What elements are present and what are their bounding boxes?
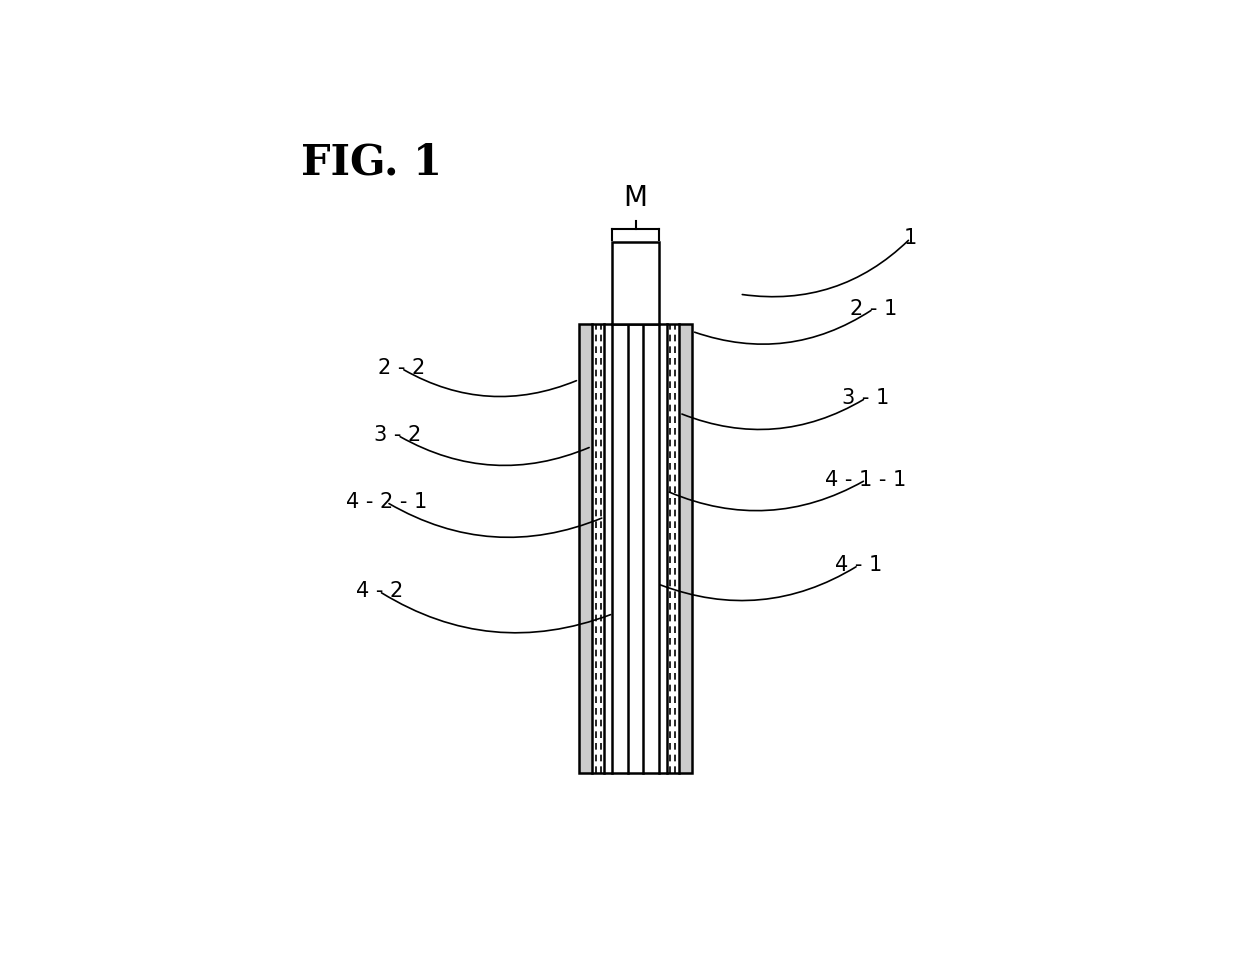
Text: 2 - 1: 2 - 1 — [849, 299, 897, 319]
Text: FIG. 1: FIG. 1 — [301, 142, 443, 183]
Text: 3 - 1: 3 - 1 — [842, 388, 889, 408]
Bar — [579, 324, 692, 773]
Text: 3 - 2: 3 - 2 — [374, 426, 422, 445]
Text: M: M — [624, 184, 647, 212]
Bar — [680, 324, 692, 773]
Text: 4 - 1 - 1: 4 - 1 - 1 — [826, 470, 906, 490]
Text: 4 - 1: 4 - 1 — [835, 555, 882, 575]
Bar — [579, 324, 591, 773]
Text: 4 - 2 - 1: 4 - 2 - 1 — [346, 492, 428, 512]
Text: 2 - 2: 2 - 2 — [378, 358, 425, 378]
Text: 4 - 2: 4 - 2 — [356, 581, 403, 601]
Bar — [611, 242, 660, 324]
Text: 1: 1 — [904, 229, 918, 248]
